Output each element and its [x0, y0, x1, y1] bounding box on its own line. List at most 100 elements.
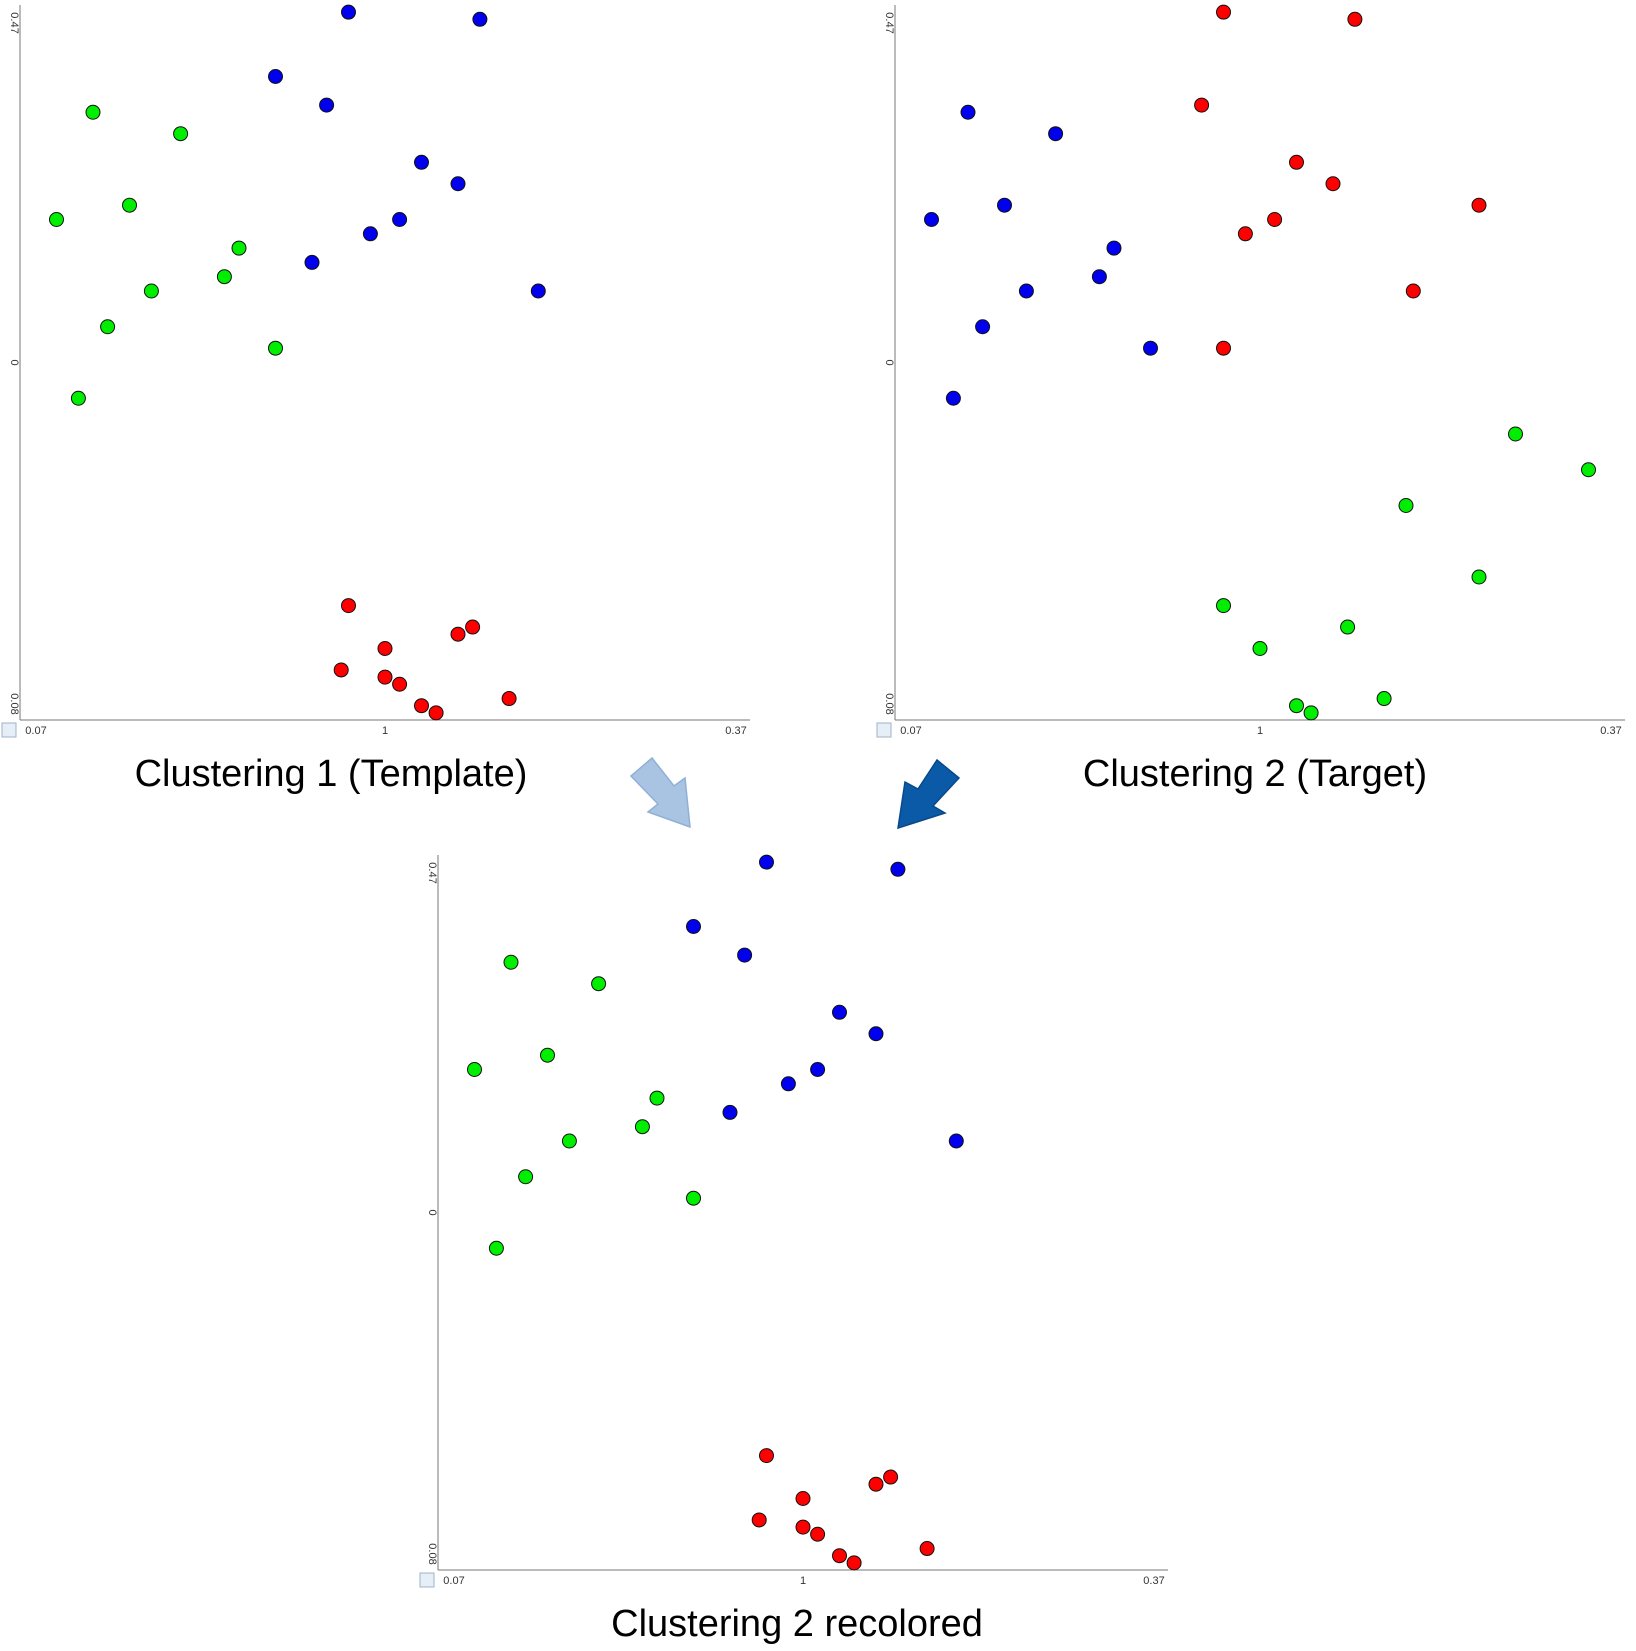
data-point-green	[518, 1169, 534, 1185]
data-point-green	[1398, 498, 1414, 513]
data-point-red	[832, 1548, 847, 1564]
data-point-green	[1376, 691, 1392, 707]
data-point-green	[540, 1047, 555, 1063]
y-tick-label: 0.47	[8, 12, 20, 33]
data-point-blue	[737, 947, 753, 963]
data-point-green	[1216, 598, 1231, 614]
y-tick-label: 0	[883, 359, 895, 365]
data-point-red	[392, 676, 408, 692]
x-tick-label: 0.07	[443, 1575, 464, 1587]
data-point-blue	[268, 69, 283, 84]
data-point-red	[751, 1512, 767, 1528]
scatter-plot-target: 0.07 1 0.37 0.47 0 0.08	[876, 4, 1625, 738]
data-point-green	[70, 390, 86, 406]
data-point-blue	[686, 919, 701, 934]
x-tick-label: 0.37	[1143, 1575, 1164, 1587]
data-point-red	[377, 641, 393, 656]
data-point-red	[1289, 154, 1304, 170]
data-point-green	[1340, 619, 1356, 635]
data-point-green	[231, 240, 247, 256]
data-point-red	[868, 1476, 884, 1492]
data-point-green	[591, 976, 607, 992]
data-point-green	[1508, 426, 1523, 442]
data-point-red	[795, 1519, 811, 1535]
data-point-blue	[1091, 269, 1107, 285]
data-point-green	[143, 283, 159, 299]
arrow-light-icon	[629, 756, 691, 829]
data-point-red	[1347, 11, 1363, 27]
data-point-red	[919, 1541, 935, 1557]
x-tick-label: 0.07	[900, 725, 921, 737]
data-point-green	[634, 1119, 650, 1135]
data-point-blue	[1106, 240, 1122, 256]
data-point-blue	[1143, 340, 1158, 356]
data-point-red	[377, 669, 393, 685]
data-point-blue	[960, 104, 976, 120]
data-point-red	[1267, 212, 1283, 227]
y-tick-label: 0.08	[883, 693, 895, 714]
data-point-red	[759, 1448, 774, 1464]
data-point-blue	[414, 154, 429, 170]
data-point-red	[1216, 4, 1231, 20]
data-point-green	[173, 126, 189, 142]
data-point-green	[503, 954, 519, 970]
data-point-blue	[945, 390, 961, 406]
data-point-red	[1471, 197, 1487, 213]
data-point-green	[85, 104, 101, 120]
data-point-green	[268, 340, 283, 356]
data-point-green	[1252, 641, 1268, 656]
data-point-blue	[975, 319, 991, 335]
data-point-green	[1303, 705, 1319, 721]
data-point-blue	[780, 1076, 796, 1092]
scatter-plot-recolored: 0.07 1 0.37 0.47 0 0.08	[419, 854, 1168, 1588]
data-point-blue	[362, 226, 378, 242]
data-point-red	[1325, 176, 1341, 192]
data-point-blue	[341, 4, 356, 20]
caption-recolored: Clustering 2 recolored	[611, 1603, 983, 1645]
data-point-red	[810, 1526, 826, 1542]
data-point-red	[341, 598, 356, 614]
data-point-green	[1471, 569, 1487, 585]
caption-target: Clustering 2 (Target)	[1082, 753, 1428, 795]
data-point-blue	[832, 1004, 847, 1020]
data-point-blue	[1018, 283, 1034, 299]
corner-toggle-icon[interactable]	[876, 722, 892, 738]
data-point-blue	[810, 1062, 826, 1077]
y-tick-label: 0.08	[8, 693, 20, 714]
data-point-red	[501, 691, 517, 707]
data-point-blue	[759, 854, 774, 870]
data-point-red	[465, 619, 481, 635]
corner-toggle-icon[interactable]	[1, 722, 17, 738]
data-point-green	[1581, 462, 1596, 478]
y-tick-label: 0.08	[426, 1543, 438, 1564]
data-point-green	[488, 1240, 504, 1256]
data-point-green	[49, 212, 64, 227]
x-tick-label: 1	[382, 725, 388, 737]
data-point-red	[795, 1491, 811, 1506]
data-point-red	[428, 705, 444, 721]
data-point-blue	[868, 1026, 884, 1042]
data-point-red	[1237, 226, 1253, 242]
data-point-red	[1216, 340, 1231, 356]
data-point-blue	[319, 97, 335, 113]
data-point-blue	[450, 176, 466, 192]
data-point-blue	[890, 861, 906, 877]
data-point-blue	[997, 197, 1012, 213]
data-point-green	[100, 319, 116, 335]
data-point-green	[216, 269, 232, 285]
data-point-green	[122, 197, 137, 213]
data-point-red	[1405, 283, 1421, 299]
data-point-blue	[948, 1133, 964, 1149]
x-tick-label: 0.37	[1600, 725, 1621, 737]
x-tick-label: 1	[800, 1575, 806, 1587]
x-tick-label: 1	[1257, 725, 1263, 737]
corner-toggle-icon[interactable]	[419, 1572, 435, 1588]
scatter-plot-template: 0.07 1 0.37 0.47 0 0.08	[1, 4, 750, 738]
data-point-red	[1194, 97, 1210, 113]
data-point-red	[414, 698, 429, 714]
data-point-red	[333, 662, 349, 678]
data-point-blue	[304, 254, 320, 270]
data-point-red	[883, 1469, 899, 1485]
data-point-red	[450, 626, 466, 642]
